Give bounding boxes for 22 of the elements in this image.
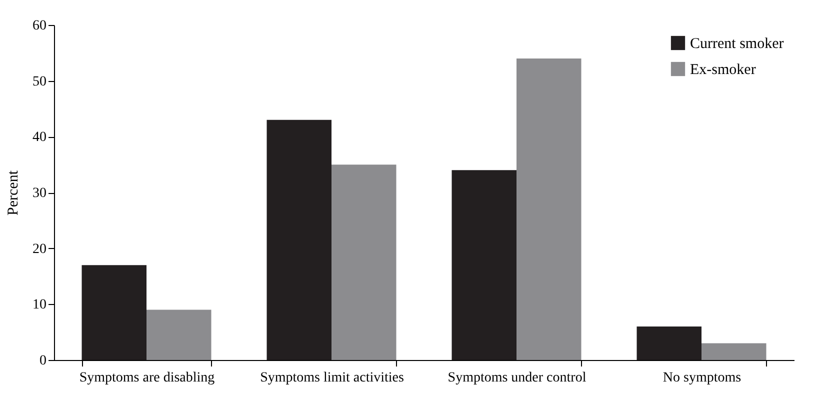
bar <box>516 58 582 360</box>
y-tick-label: 40 <box>32 130 46 146</box>
y-tick-label: 30 <box>32 186 46 201</box>
x-tick-label: Symptoms under control <box>448 370 586 386</box>
bar <box>332 164 396 360</box>
x-tick-label: No symptoms <box>662 370 742 386</box>
x-tick-label: Symptoms limit activities <box>260 370 404 386</box>
y-tick-label: 60 <box>32 18 46 34</box>
bar <box>266 120 332 360</box>
bar <box>702 343 766 360</box>
x-tick-label: Symptoms are disabling <box>79 370 215 386</box>
y-axis-title: Percent <box>6 170 22 216</box>
legend-label: Ex-smoker <box>690 62 756 78</box>
bar <box>452 170 516 360</box>
y-tick-label: 10 <box>32 298 46 313</box>
legend-label: Current smoker <box>690 36 784 52</box>
y-tick-label: 20 <box>32 242 46 257</box>
bar <box>636 326 702 360</box>
bar <box>82 265 146 360</box>
y-tick-label: 0 <box>40 354 46 368</box>
y-tick-label: 50 <box>32 74 46 90</box>
bar <box>146 310 212 360</box>
